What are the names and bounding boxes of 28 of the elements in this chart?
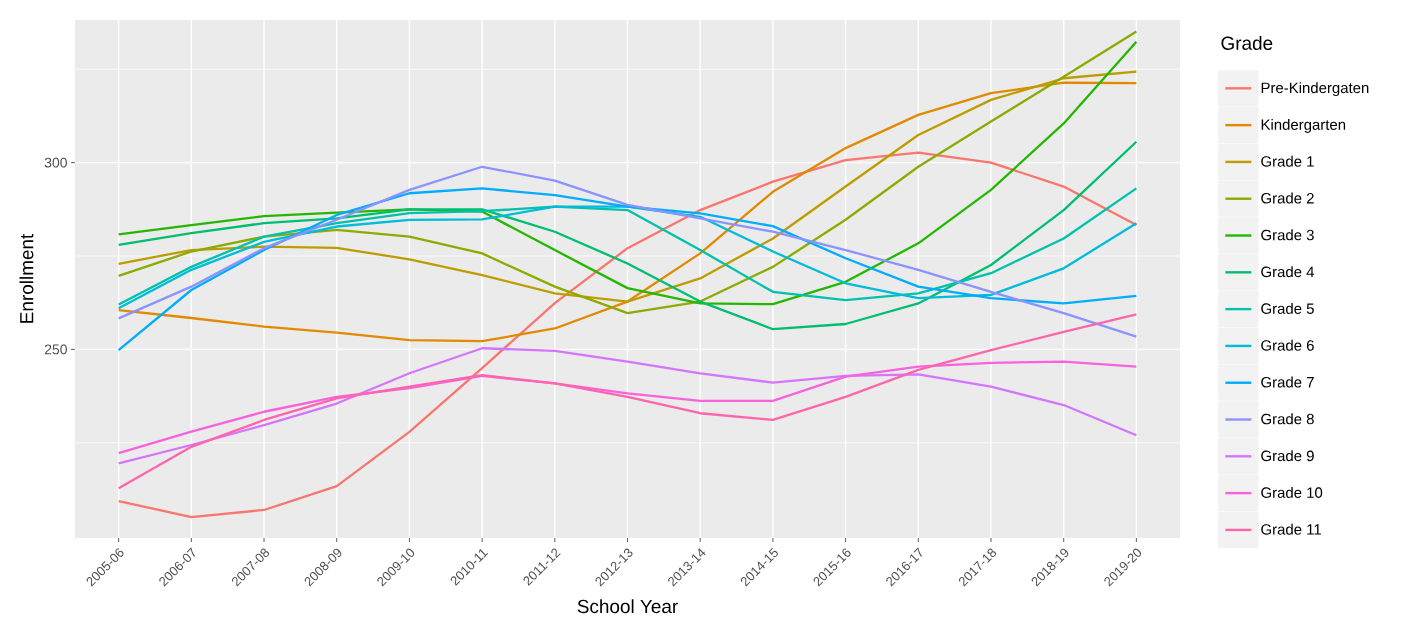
legend-label: Grade 4: [1261, 266, 1315, 278]
line-series: [117, 81, 1138, 343]
legend-label: Grade 2: [1261, 192, 1314, 204]
line-series: [117, 140, 1138, 331]
y-axis-title: Enrollment: [19, 233, 34, 323]
legend-label: Grade 5: [1261, 302, 1314, 314]
line-series: [117, 165, 1138, 338]
legend-label: Grade 10: [1261, 486, 1323, 498]
line-series: [117, 313, 1138, 490]
line-series: [117, 347, 1138, 465]
line-series: [117, 360, 1138, 455]
line-series: [117, 205, 1138, 310]
x-axis-title: School Year: [577, 599, 678, 614]
legend-label: Grade 8: [1261, 413, 1314, 425]
line-series: [117, 187, 1138, 352]
legend-title: Grade: [1221, 36, 1273, 50]
y-tick-label: 300: [44, 157, 67, 168]
legend-label: Kindergarten: [1261, 118, 1346, 133]
legend-label: Grade 3: [1261, 229, 1314, 241]
line-series: [117, 187, 1138, 306]
legend-label: Grade 7: [1261, 376, 1314, 388]
legend-label: Pre-Kindergaten: [1261, 82, 1369, 97]
line-series: [117, 151, 1138, 519]
y-tick-label: 250: [44, 344, 67, 355]
legend-label: Grade 11: [1261, 523, 1321, 535]
legend-label: Grade 1: [1261, 155, 1314, 167]
legend-label: Grade 9: [1261, 450, 1314, 462]
legend-label: Grade 6: [1261, 339, 1314, 351]
